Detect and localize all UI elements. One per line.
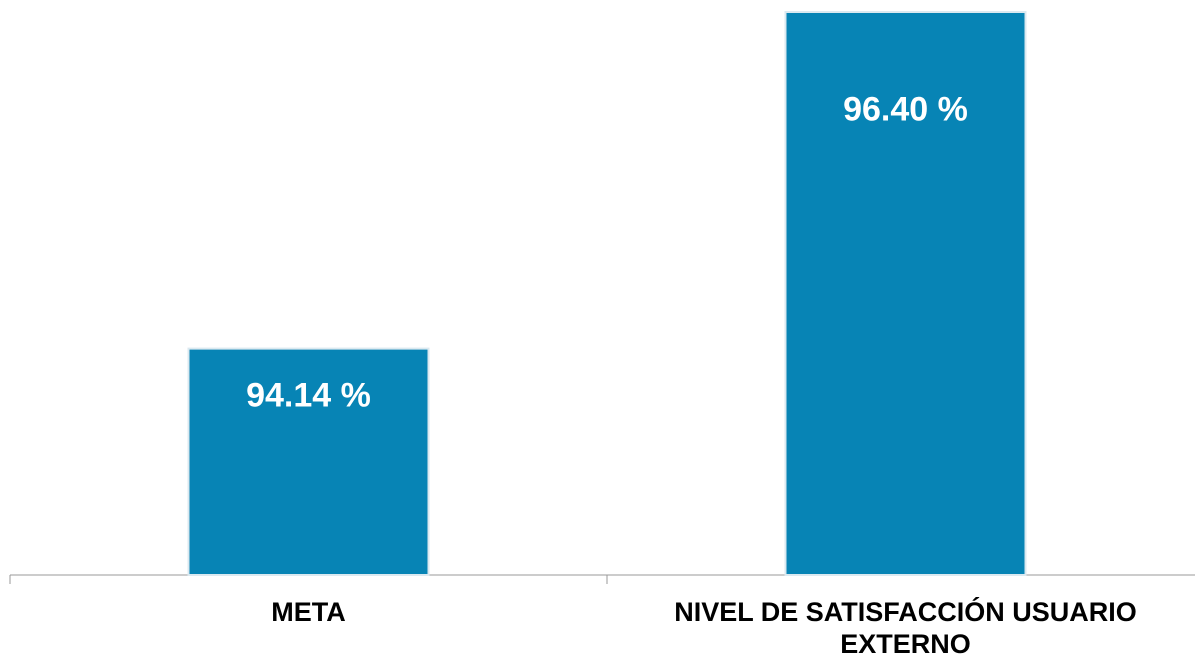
bar	[784, 11, 1027, 576]
data-label: 96.40 %	[843, 90, 968, 128]
x-tick-label: NIVEL DE SATISFACCIÓN USUARIO EXTERNO	[674, 597, 1137, 659]
bar	[187, 347, 430, 576]
data-label: 94.14 %	[246, 377, 371, 415]
x-tick-label: META	[271, 597, 346, 627]
